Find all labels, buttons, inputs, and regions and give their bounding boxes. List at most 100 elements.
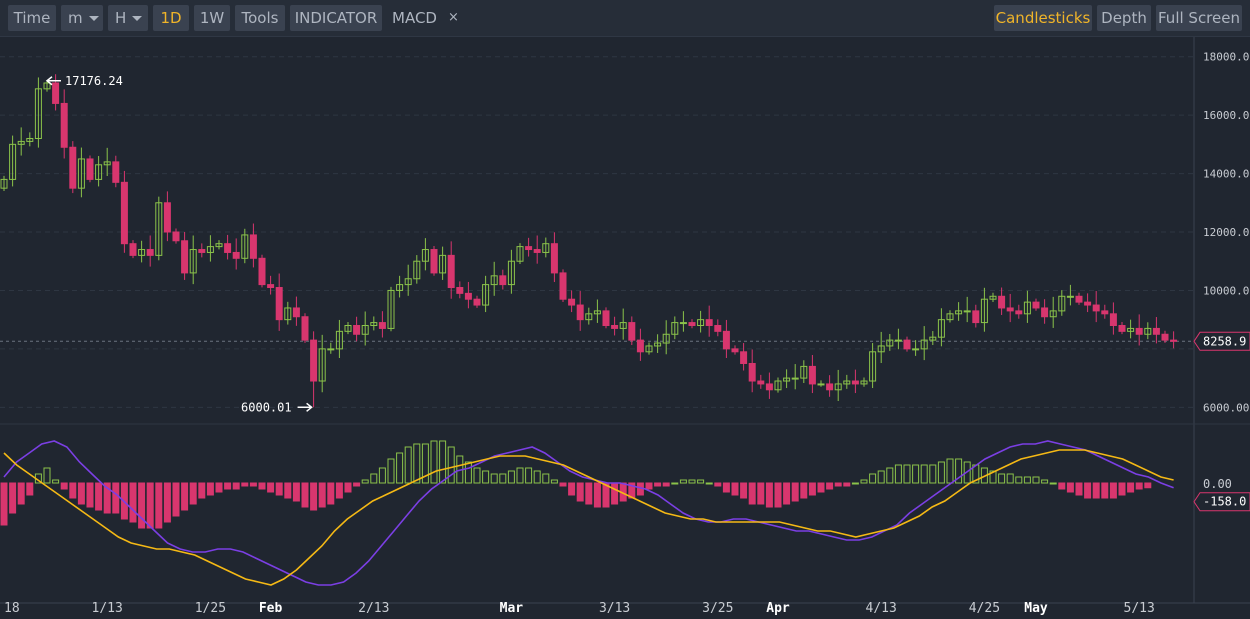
high-price-label: 17176.24: [65, 74, 123, 88]
candle-body: [396, 284, 404, 291]
macd-histogram-bar: [189, 482, 197, 505]
candle-body: [482, 284, 490, 306]
macd-histogram-bar: [490, 473, 498, 484]
candle-body: [903, 339, 911, 350]
macd-histogram-bar: [258, 482, 266, 490]
macd-histogram-bar: [112, 482, 120, 514]
macd-histogram-bar: [499, 473, 507, 484]
macd-histogram-bar: [138, 482, 146, 529]
macd-histogram-bar: [963, 461, 971, 484]
macd-histogram-bar: [430, 440, 438, 484]
candle-body: [826, 383, 834, 391]
macd-histogram-bar: [611, 482, 619, 505]
macd-axis: 0.00 -158.0: [1193, 477, 1250, 512]
candle-body: [258, 257, 266, 286]
macd-histogram-bar: [181, 482, 189, 511]
low-arrow-icon: [297, 402, 313, 412]
macd-histogram-bar: [292, 482, 300, 502]
macd-histogram-bar: [301, 482, 309, 508]
macd-histogram-bar: [1058, 482, 1066, 490]
depth-button[interactable]: Depth: [1097, 5, 1151, 31]
candle-body: [1152, 327, 1160, 335]
price-tick-label: 10000.00: [1203, 284, 1250, 297]
candle-body: [525, 246, 533, 251]
macd-histogram-bar: [826, 482, 834, 490]
indicator-button[interactable]: INDICATOR: [290, 5, 382, 31]
macd-histogram-bar: [765, 482, 773, 508]
candle-body: [206, 246, 214, 253]
candle-body: [318, 348, 326, 382]
candle-body: [920, 339, 928, 350]
day-interval-button[interactable]: 1D: [153, 5, 189, 31]
time-tick-label: May: [1024, 601, 1048, 616]
macd-histogram-bar: [507, 470, 515, 484]
candle-body: [275, 287, 283, 321]
candle-body: [593, 310, 601, 315]
candle-body: [189, 249, 197, 274]
candle-body: [1118, 325, 1126, 332]
macd-histogram-bar: [654, 482, 662, 487]
candle-body: [1023, 301, 1031, 315]
macd-histogram-bar: [989, 470, 997, 484]
price-tick-label: 6000.00: [1203, 401, 1249, 414]
candle-body: [129, 243, 137, 256]
candle-body: [1041, 307, 1049, 318]
week-interval-button[interactable]: 1W: [194, 5, 230, 31]
full-screen-button[interactable]: Full Screen: [1156, 5, 1242, 31]
macd-histogram-bar: [1006, 473, 1014, 484]
macd-histogram-bar: [0, 482, 8, 526]
macd-histogram-bar: [877, 470, 885, 484]
time-button[interactable]: Time: [8, 5, 56, 31]
candle-body: [404, 278, 412, 286]
macd-histogram-bar: [43, 467, 51, 484]
hour-interval-dropdown[interactable]: H: [108, 5, 148, 31]
macd-histogram-bar: [396, 452, 404, 484]
price-chart[interactable]: 17176.24 6000.01 18000.00 16000.00 14000.00…: [0, 37, 1250, 619]
candle-body: [0, 178, 8, 189]
macd-histogram-bar: [697, 479, 705, 484]
macd-histogram-bar: [946, 458, 954, 484]
candle-body: [929, 336, 937, 341]
candle-body: [645, 345, 653, 353]
candle-body: [344, 325, 352, 332]
macd-histogram-bar: [335, 482, 343, 499]
macd-histogram-bar: [585, 482, 593, 505]
candle-body: [774, 380, 782, 391]
macd-histogram-bar: [206, 482, 214, 496]
macd-histogram-bar: [722, 482, 730, 493]
time-tick-label: 1/13: [92, 601, 123, 616]
candle-body: [1135, 327, 1143, 335]
candle-body: [877, 345, 885, 353]
macd-histogram-bar: [1109, 482, 1117, 499]
macd-histogram-bar: [645, 482, 653, 490]
macd-histogram-bar: [284, 482, 292, 499]
macd-histogram-bar: [9, 482, 17, 514]
macd-histogram-bar: [249, 482, 257, 487]
candlesticks-button[interactable]: Candlesticks: [994, 5, 1092, 31]
macd-histogram-bar: [791, 482, 799, 502]
macd-histogram-bar: [26, 482, 34, 496]
candle-body: [146, 249, 154, 256]
macd-histogram-bar: [275, 482, 283, 496]
macd-histogram-bar: [1092, 482, 1100, 499]
close-icon[interactable]: ×: [448, 10, 459, 25]
minute-interval-dropdown[interactable]: m: [61, 5, 103, 31]
candle-body: [619, 322, 627, 329]
tools-button[interactable]: Tools: [235, 5, 285, 31]
candle-body: [138, 249, 146, 256]
macd-histogram-bar: [559, 482, 567, 487]
macd-histogram-bar: [86, 482, 94, 508]
candle-body: [1049, 310, 1057, 318]
price-axis: 18000.00 16000.00 14000.00 12000.00 10000.00…: [1193, 51, 1250, 414]
time-axis: 18 1/13 1/25 Feb 2/13 Mar 3/13 3/25 Apr 4/13 4/25 M…: [4, 601, 1155, 616]
candle-body: [980, 298, 988, 324]
candle-body: [1032, 301, 1040, 309]
candle-body: [378, 322, 386, 329]
time-tick-label: 3/13: [599, 601, 630, 616]
macd-histogram-bar: [370, 473, 378, 484]
macd-histogram-bar: [998, 473, 1006, 484]
macd-histogram-bar: [860, 479, 868, 484]
macd-histogram-bar: [172, 482, 180, 517]
candle-body: [1170, 339, 1178, 342]
price-tick-label: 18000.00: [1203, 51, 1250, 64]
